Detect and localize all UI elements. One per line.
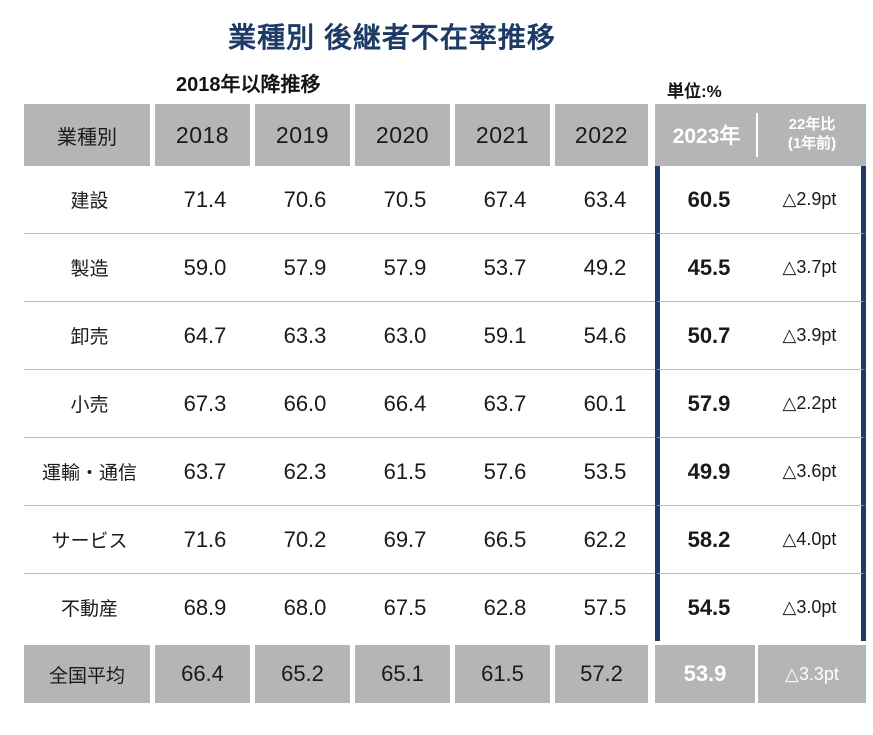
diff-header-line1: 22年比 [788,116,836,134]
value-cell: 63.7 [155,438,255,506]
table-header-row: 業種別 2018 2019 2020 2021 2022 2023年 22年比 … [24,104,866,166]
value-cell: 61.5 [355,438,455,506]
value-2023-cell: 50.7 [655,302,758,370]
column-header-diff: 22年比 (1年前) [758,104,866,166]
table-row-retail: 小売 67.3 66.0 66.4 63.7 60.1 57.9 △2.2pt [24,370,866,438]
value-cell: 67.3 [155,370,255,438]
value-cell: 49.2 [555,234,655,302]
value-cell: 60.1 [555,370,655,438]
diff-cell: △2.9pt [758,166,866,234]
value-cell: 53.7 [455,234,555,302]
value-cell: 66.5 [455,506,555,574]
value-cell: 66.4 [355,370,455,438]
value-2023-cell: 58.2 [655,506,758,574]
value-cell: 64.7 [155,302,255,370]
table-row-manufacturing: 製造 59.0 57.9 57.9 53.7 49.2 45.5 △3.7pt [24,234,866,302]
table-row-wholesale: 卸売 64.7 63.3 63.0 59.1 54.6 50.7 △3.9pt [24,302,866,370]
value-cell: 57.9 [255,234,355,302]
diff-cell: △3.7pt [758,234,866,302]
value-cell: 71.6 [155,506,255,574]
value-cell: 62.8 [455,574,555,641]
value-cell: 70.6 [255,166,355,234]
value-cell: 53.5 [555,438,655,506]
page-title: 業種別 後継者不在率推移 [228,22,556,53]
column-header-2022: 2022 [555,104,655,166]
value-cell: 57.6 [455,438,555,506]
diff-cell: △2.2pt [758,370,866,438]
period-label: 2018年以降推移 [176,74,321,96]
column-header-2021: 2021 [455,104,555,166]
value-cell: 57.9 [355,234,455,302]
value-cell: 63.0 [355,302,455,370]
industry-rate-table: 業種別 2018 2019 2020 2021 2022 2023年 22年比 … [24,104,866,703]
table-row-national-average: 全国平均 66.4 65.2 65.1 61.5 57.2 53.9 △3.3p… [24,641,866,703]
value-cell: 68.9 [155,574,255,641]
row-label: 不動産 [24,574,155,641]
diff-cell: △3.9pt [758,302,866,370]
diff-cell: △3.6pt [758,438,866,506]
value-cell: 62.2 [555,506,655,574]
table-row-real-estate: 不動産 68.9 68.0 67.5 62.8 57.5 54.5 △3.0pt [24,574,866,641]
row-label: 製造 [24,234,155,302]
unit-label: 単位:% [667,82,722,101]
value-cell: 59.0 [155,234,255,302]
value-cell: 71.4 [155,166,255,234]
value-cell: 54.6 [555,302,655,370]
table-row-services: サービス 71.6 70.2 69.7 66.5 62.2 58.2 △4.0p… [24,506,866,574]
value-cell: 61.5 [455,641,555,703]
value-cell: 67.5 [355,574,455,641]
row-label: 小売 [24,370,155,438]
value-cell: 66.0 [255,370,355,438]
column-header-2019: 2019 [255,104,355,166]
diff-cell: △4.0pt [758,506,866,574]
value-cell: 68.0 [255,574,355,641]
value-cell: 70.5 [355,166,455,234]
value-cell: 57.5 [555,574,655,641]
diff-header-line2: (1年前) [787,135,837,152]
row-label: 卸売 [24,302,155,370]
table-row-construction: 建設 71.4 70.6 70.5 67.4 63.4 60.5 △2.9pt [24,166,866,234]
column-header-2018: 2018 [155,104,255,166]
column-header-industry: 業種別 [24,104,155,166]
value-cell: 70.2 [255,506,355,574]
column-header-2023: 2023年 [655,104,758,166]
value-cell: 66.4 [155,641,255,703]
value-2023-cell: 53.9 [655,641,758,703]
row-label: 全国平均 [24,641,155,703]
diff-cell: △3.0pt [758,574,866,641]
column-header-2020: 2020 [355,104,455,166]
diff-cell: △3.3pt [758,641,866,703]
table-row-transport-telecom: 運輸・通信 63.7 62.3 61.5 57.6 53.5 49.9 △3.6… [24,438,866,506]
value-2023-cell: 49.9 [655,438,758,506]
value-cell: 63.4 [555,166,655,234]
value-cell: 59.1 [455,302,555,370]
row-label: 建設 [24,166,155,234]
row-label: サービス [24,506,155,574]
value-cell: 67.4 [455,166,555,234]
value-cell: 63.3 [255,302,355,370]
row-label: 運輸・通信 [24,438,155,506]
value-cell: 63.7 [455,370,555,438]
value-cell: 65.1 [355,641,455,703]
value-2023-cell: 60.5 [655,166,758,234]
value-2023-cell: 45.5 [655,234,758,302]
value-cell: 62.3 [255,438,355,506]
value-2023-cell: 54.5 [655,574,758,641]
value-cell: 69.7 [355,506,455,574]
value-cell: 65.2 [255,641,355,703]
value-cell: 57.2 [555,641,655,703]
value-2023-cell: 57.9 [655,370,758,438]
